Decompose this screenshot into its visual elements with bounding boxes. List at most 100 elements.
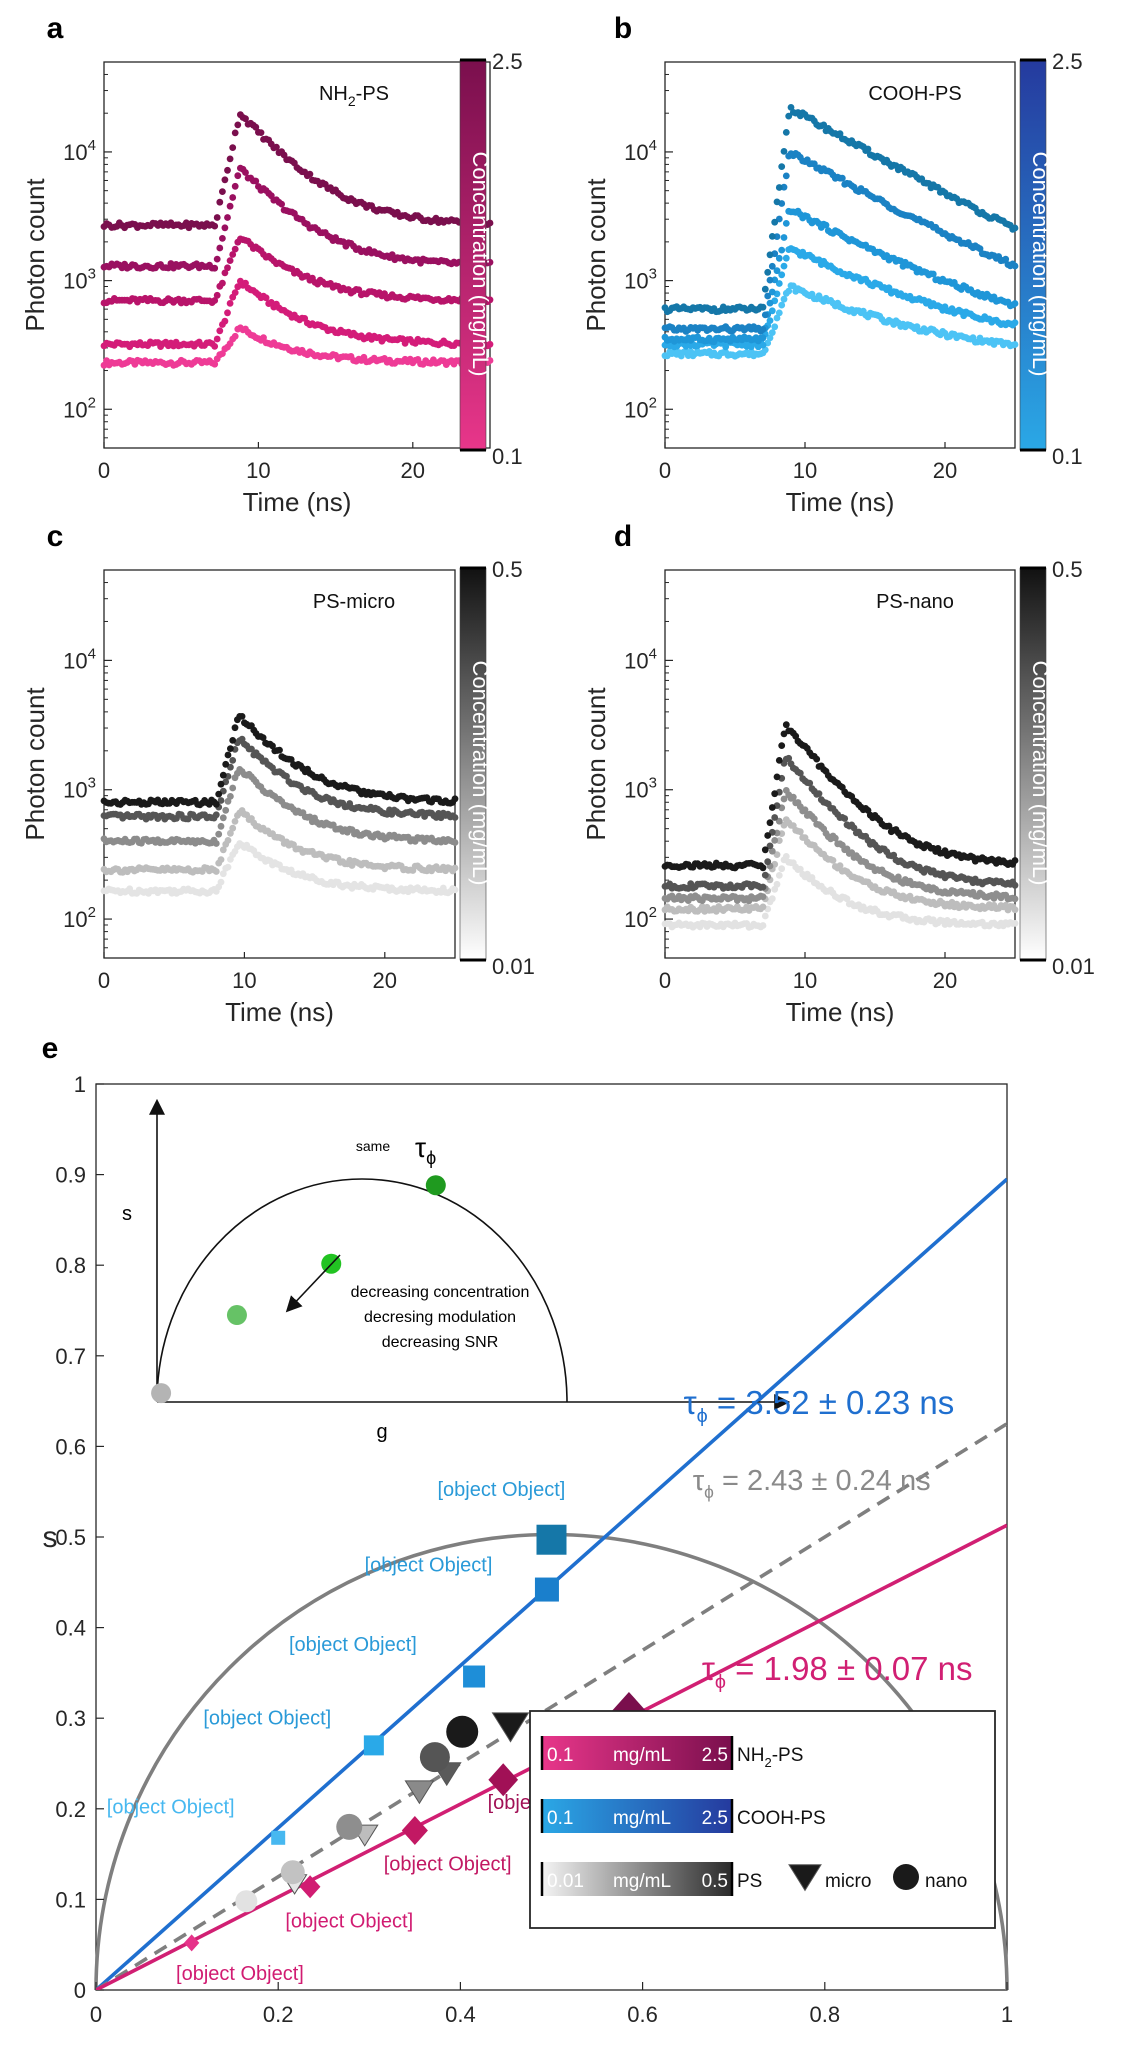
y-tick-exponent: 3 [88,775,96,792]
data-point [252,123,260,131]
y-tick-exponent: 2 [649,394,657,411]
data-point [836,862,844,870]
y-tick-label: 103 [624,775,657,803]
inset-point [425,1175,446,1196]
legend-row-2: 0.1 mg/mL 2.5 COOH-PS [540,1799,826,1833]
legend-min: 0.01 [547,1871,584,1892]
data-point [260,334,267,342]
data-point [388,251,396,259]
panel-label: b [614,12,632,45]
x-axis-label: g [543,2038,560,2048]
data-point [486,296,494,304]
inset-same-label: same [356,1138,390,1154]
data-point [215,790,223,798]
data-point [234,121,242,129]
lifetime-label-2: τϕ = 2.43 ± 0.24 ns [693,1465,931,1502]
data-point [778,865,786,873]
data-point [219,279,226,287]
data-point [1002,255,1010,263]
data-point [764,832,772,839]
y-tick-label: 0.6 [55,1434,86,1459]
data-point [789,793,797,801]
data-point [213,335,221,343]
data-point [211,343,219,350]
data-point [836,130,844,138]
colorbar [1020,568,1046,960]
legend-colorbar [542,1736,732,1770]
data-point [226,300,234,307]
data-point [229,757,237,764]
data-point [768,233,776,240]
data-point [278,200,285,208]
y-tick-label: 102 [624,904,657,932]
data-point [1011,300,1019,307]
data-point [213,255,221,263]
legend-name: COOH-PS [737,1808,826,1829]
data-point [248,745,255,753]
data-point [829,857,837,864]
y-tick-base: 10 [63,397,87,422]
inset-tau-subscript: ϕ [426,1148,436,1168]
data-point [216,327,224,335]
data-point [759,922,767,929]
data-point [761,912,769,920]
y-tick-label: 0.4 [55,1616,86,1641]
lifetime-value: = 2.43 ± 0.24 ns [714,1465,931,1497]
data-point [759,903,767,911]
data-point [766,334,774,342]
series-2 [100,277,494,351]
data-point [782,172,790,180]
x-axis-label: Time (ns) [786,487,895,517]
data-point [766,819,774,827]
snr-label: [object Object] [437,1479,565,1501]
snr-label: [object Object] [289,1634,417,1656]
data-point [486,258,494,266]
data-point [229,824,237,832]
series-1 [661,282,1019,360]
data-point [221,176,229,184]
nh2-ps-point [488,1763,519,1797]
y-tick-label: 0.7 [55,1344,86,1369]
data-point [843,895,851,903]
y-axis-label: s [43,1521,58,1554]
data-point [212,811,220,819]
data-point [215,830,223,838]
data-point [283,772,290,780]
inset-text-line: decreasing SNR [382,1334,499,1351]
data-point [782,129,790,136]
data-point [761,871,769,879]
inset-text-line: decreasing concentration [351,1284,530,1301]
data-point [838,174,846,182]
tau-symbol: τ [684,1384,697,1421]
y-tick-exponent: 4 [88,645,96,662]
data-point [759,341,767,349]
colorbar [460,60,486,450]
colorbar-min-label: 0.01 [1052,954,1095,979]
data-point [238,713,246,720]
cooh-ps-point [363,1735,384,1756]
inset-point [226,1305,247,1326]
data-point [219,870,227,878]
data-point [231,182,239,190]
plot-frame [664,61,1016,449]
data-point [1011,881,1019,889]
data-point [773,198,781,206]
data-point [212,800,220,808]
data-point [768,288,776,296]
legend-colorbar [542,1799,732,1833]
data-point [252,177,260,185]
data-point [1011,319,1019,327]
legend-max: 2.5 [702,1745,728,1766]
x-tick-label: 0 [90,2002,102,2027]
data-point [451,839,459,846]
cooh-ps-point [271,1830,286,1845]
data-point [221,317,229,325]
colorbar-label: Concentration (mg/mL) [468,661,493,886]
y-tick-exponent: 2 [88,394,96,411]
inset-tau-label: τϕ [415,1132,436,1168]
data-point [796,865,804,873]
colorbar [1020,60,1046,450]
annotation-tail: -PS [356,83,389,105]
data-point [1011,895,1019,903]
y-axis-label: Photon count [20,687,50,841]
